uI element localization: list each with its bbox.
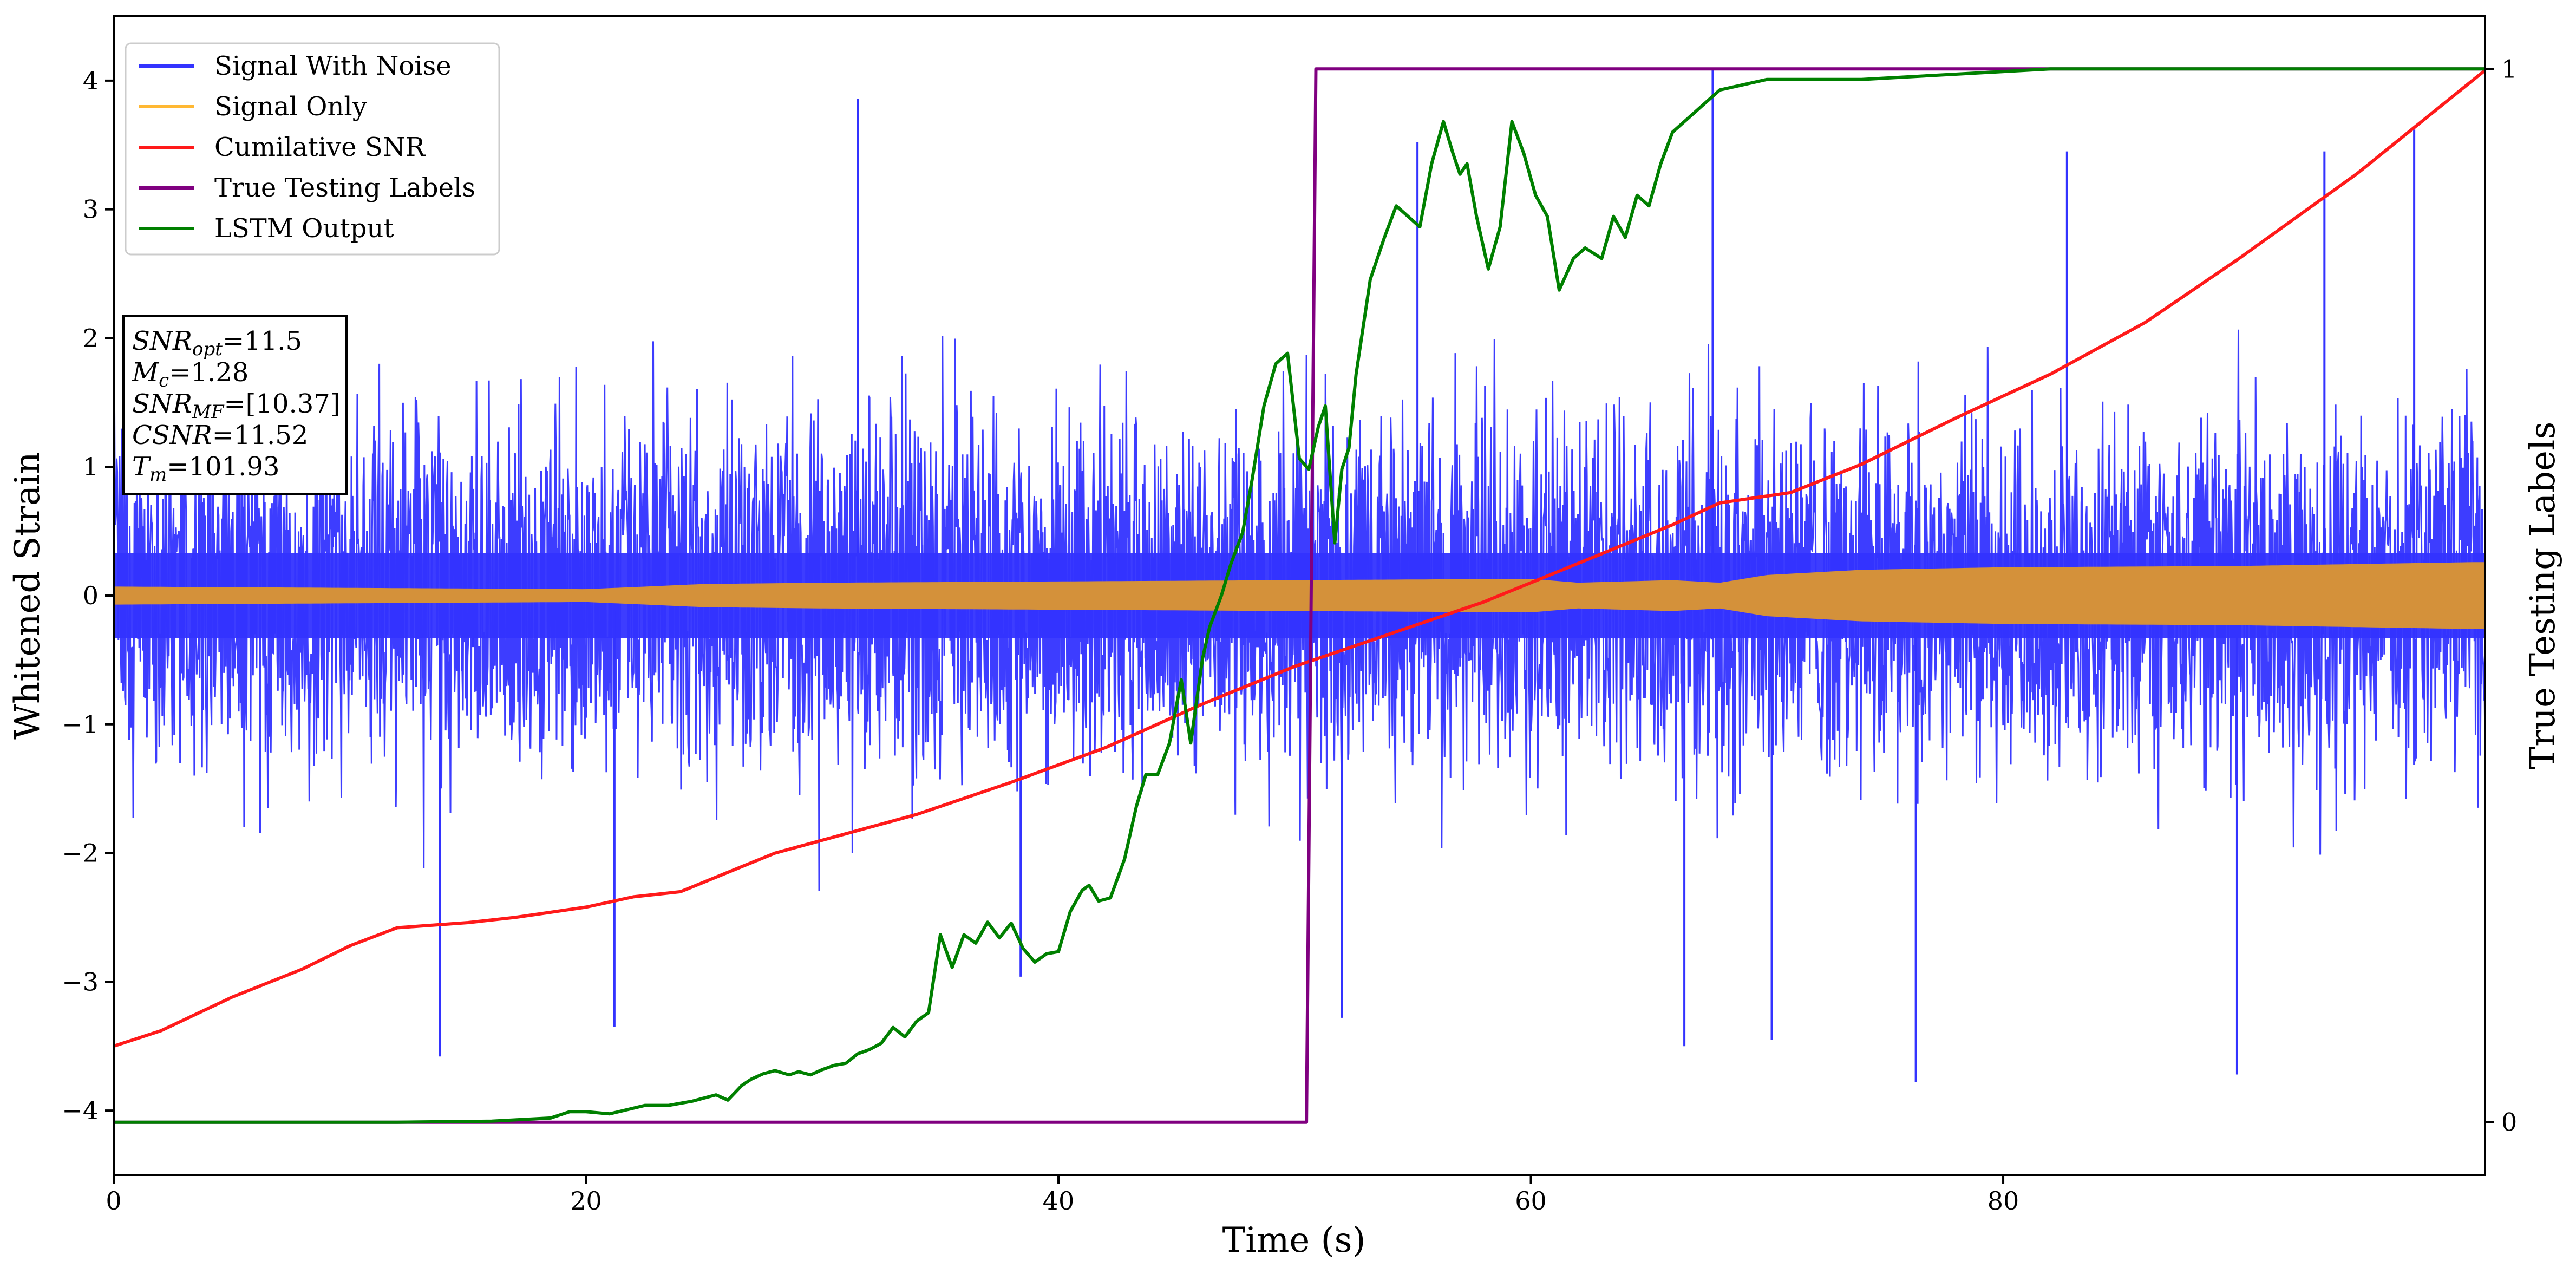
legend: Signal With Noise Signal Only Cumilative S… — [125, 42, 500, 256]
annotation-box — [122, 315, 348, 495]
y-tick-label: −1 — [62, 710, 99, 739]
legend-label: LSTM Output — [214, 213, 394, 244]
y-tick-label: −4 — [62, 1096, 99, 1125]
x-tick-label: 20 — [570, 1186, 602, 1216]
x-tick-label: 80 — [1987, 1186, 2019, 1216]
y-axis-right-label: True Testing Labels — [2523, 422, 2563, 770]
y-right-tick-label: 0 — [2501, 1108, 2517, 1137]
y-tick-label: 2 — [83, 323, 99, 352]
signal-only-band — [114, 562, 2485, 629]
lstm-output-line — [114, 67, 2485, 1124]
true-testing-labels-line — [114, 67, 2485, 1124]
x-tick-label: 0 — [106, 1186, 121, 1216]
annotation-line: Mc=1.28 — [132, 357, 249, 391]
annotation-line: SNRMF=[10.37] — [132, 389, 341, 423]
x-tick-label: 40 — [1043, 1186, 1075, 1216]
y-tick-label: 0 — [83, 581, 99, 610]
annotation-line: SNRopt=11.5 — [132, 326, 302, 360]
x-tick-label: 60 — [1515, 1186, 1547, 1216]
x-axis-label: Time (s) — [1222, 1220, 1366, 1260]
y-axis-label: Whitened Strain — [8, 452, 48, 739]
legend-label: Cumilative SNR — [214, 132, 426, 162]
legend-label: Signal With Noise — [214, 51, 452, 81]
legend-label: True Testing Labels — [214, 173, 475, 203]
y-tick-label: −3 — [62, 967, 99, 996]
y-tick-label: −2 — [62, 839, 99, 868]
annotation-line: CSNR=11.52 — [132, 420, 308, 450]
legend-frame — [125, 42, 500, 256]
legend-label: Signal Only — [214, 92, 367, 122]
stats-annotation: SNRopt=11.5Mc=1.28SNRMF=[10.37]CSNR=11.5… — [122, 315, 348, 495]
y-tick-label: 3 — [83, 195, 99, 224]
y-right-tick-label: 1 — [2501, 54, 2517, 83]
y-tick-label: 1 — [83, 452, 99, 481]
series-layer — [114, 67, 2485, 1124]
cumulative-snr-line — [114, 69, 2485, 1048]
annotation-line: Tm=101.93 — [132, 452, 279, 486]
y-tick-label: 4 — [83, 66, 99, 95]
